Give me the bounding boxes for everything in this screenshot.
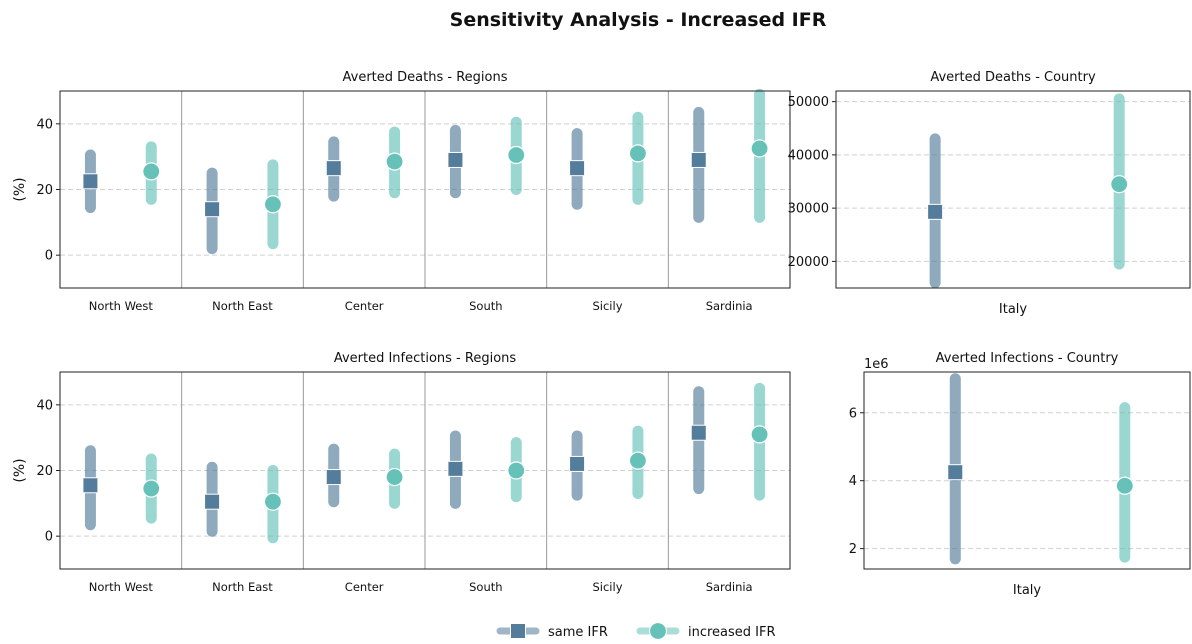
y-tick-label: 20000 bbox=[788, 255, 829, 270]
same-ifr-marker bbox=[569, 160, 586, 177]
y-tick-label: 40000 bbox=[788, 148, 829, 163]
same-ifr-marker bbox=[447, 460, 464, 477]
same-ifr-marker bbox=[82, 173, 99, 190]
same-ifr-marker bbox=[690, 151, 707, 168]
y-tick-label: 0 bbox=[45, 249, 53, 264]
axes-frame bbox=[835, 90, 1191, 289]
increased-ifr-marker bbox=[142, 479, 161, 498]
increased-ifr-marker bbox=[1115, 476, 1134, 495]
axes-frame bbox=[59, 371, 791, 570]
x-category-label: Center bbox=[345, 299, 384, 313]
panel-deaths-country: 20000 30000 40000 50000 Averted Deaths - Cou… bbox=[788, 70, 1191, 317]
y-tick-label: 6 bbox=[849, 406, 857, 421]
panel-title: Averted Deaths - Country bbox=[930, 70, 1096, 85]
x-category-label: North West bbox=[89, 299, 154, 313]
x-category-label: Sardinia bbox=[706, 299, 753, 313]
increased-ifr-marker bbox=[750, 139, 769, 158]
figure-title: Sensitivity Analysis - Increased IFR bbox=[450, 9, 827, 31]
y-offset-label: 1e6 bbox=[864, 357, 889, 372]
increased-ifr-marker bbox=[628, 144, 648, 163]
legend-square-marker bbox=[510, 623, 526, 639]
x-category-label: Sardinia bbox=[706, 580, 753, 594]
legend-circle-marker bbox=[648, 621, 668, 641]
axes-frame bbox=[59, 90, 791, 289]
y-tick-label: 20 bbox=[36, 464, 53, 479]
x-axis-label: Italy bbox=[999, 302, 1028, 317]
increased-ifr-marker bbox=[263, 195, 283, 214]
legend-label: same IFR bbox=[548, 625, 608, 640]
panel-title: Averted Infections - Country bbox=[936, 351, 1119, 366]
x-category-label: North East bbox=[212, 299, 273, 313]
same-ifr-marker bbox=[447, 151, 464, 168]
y-axis-label: (%) bbox=[12, 177, 28, 201]
increased-ifr-marker bbox=[385, 152, 404, 171]
y-tick-label: 30000 bbox=[788, 202, 829, 217]
panel-deaths-regions: 0 20 40 Averted Deaths - Regions (%) North We… bbox=[12, 70, 791, 313]
y-tick-label: 4 bbox=[849, 474, 857, 489]
y-tick-label: 20 bbox=[36, 183, 53, 198]
x-category-label: South bbox=[469, 299, 502, 313]
y-tick-label: 40 bbox=[36, 117, 53, 132]
increased-ifr-marker bbox=[750, 425, 769, 444]
same-ifr-marker bbox=[204, 201, 221, 218]
same-ifr-marker bbox=[569, 455, 586, 472]
increased-ifr-marker bbox=[507, 461, 526, 480]
x-category-label: Center bbox=[345, 580, 384, 594]
legend: same IFR increased IFR bbox=[496, 621, 776, 641]
x-category-label: Sicily bbox=[592, 299, 622, 313]
y-axis-label: (%) bbox=[12, 458, 28, 482]
increased-ifr-marker bbox=[507, 145, 526, 165]
same-ifr-marker bbox=[325, 469, 342, 486]
x-category-label: North East bbox=[212, 580, 273, 594]
panel-title: Averted Deaths - Regions bbox=[343, 70, 508, 85]
increased-ifr-marker bbox=[385, 467, 404, 487]
increased-ifr-marker bbox=[628, 451, 648, 470]
same-ifr-marker bbox=[325, 160, 342, 177]
y-tick-label: 50000 bbox=[788, 95, 829, 110]
same-ifr-marker bbox=[690, 424, 707, 441]
x-category-label: South bbox=[469, 580, 502, 594]
y-tick-label: 40 bbox=[36, 398, 53, 413]
legend-label: increased IFR bbox=[688, 625, 776, 640]
panel-infections-country: 2 4 6 Averted Infections - Country 1e6 Italy bbox=[849, 351, 1191, 598]
x-category-label: North West bbox=[89, 580, 154, 594]
y-tick-label: 0 bbox=[45, 530, 53, 545]
increased-ifr-marker bbox=[1110, 175, 1129, 194]
same-ifr-marker bbox=[82, 477, 99, 494]
axes-frame bbox=[863, 371, 1191, 570]
increased-ifr-marker bbox=[142, 162, 161, 181]
x-axis-label: Italy bbox=[1013, 583, 1042, 598]
panel-title: Averted Infections - Regions bbox=[334, 351, 517, 366]
same-ifr-marker bbox=[204, 493, 221, 510]
y-tick-label: 2 bbox=[849, 542, 857, 557]
same-ifr-marker bbox=[947, 464, 964, 481]
increased-ifr-marker bbox=[263, 492, 283, 511]
same-ifr-marker bbox=[927, 203, 944, 220]
x-category-label: Sicily bbox=[592, 580, 622, 594]
panel-infections-regions: 0 20 40 Averted Infections - Regions (%) Nort… bbox=[12, 351, 791, 594]
